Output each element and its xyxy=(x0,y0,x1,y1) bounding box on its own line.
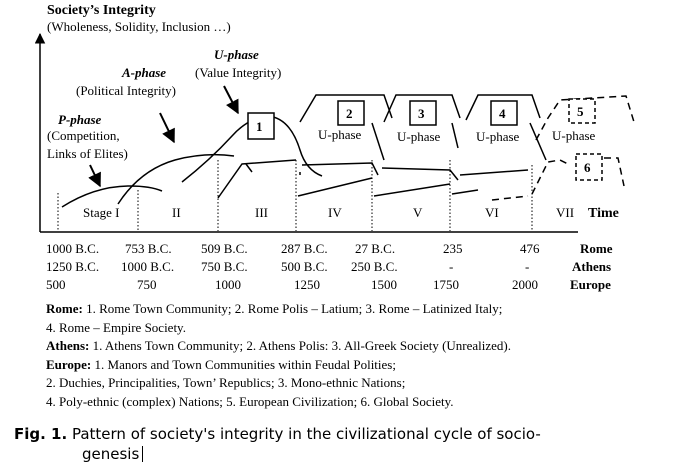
caption-label: Fig. 1. xyxy=(14,425,68,443)
stage-separators xyxy=(57,160,533,231)
svg-text:27 B.C.: 27 B.C. xyxy=(355,241,395,256)
svg-text:1250 B.C.: 1250 B.C. xyxy=(46,259,99,274)
legend-rome-line-1: Rome: 1. Rome Town Community; 2. Rome Po… xyxy=(46,300,666,319)
svg-text:Europe: Europe xyxy=(570,277,611,292)
y-axis-title: Society’s Integrity xyxy=(47,3,156,18)
svg-text:1250: 1250 xyxy=(294,277,320,292)
stage-label-4: IV xyxy=(328,205,342,220)
stage-label-7: VII xyxy=(556,205,574,220)
u-phase-label-5: U-phase xyxy=(552,128,596,143)
svg-text:Athens: Athens xyxy=(572,259,611,274)
p-phase-name: P-phase xyxy=(58,112,102,127)
p-phase-desc-1: (Competition, xyxy=(47,128,120,143)
svg-text:4: 4 xyxy=(499,106,506,121)
legend-rome-line-2: 4. Rome – Empire Society. xyxy=(46,319,186,335)
stage-label-2: II xyxy=(172,205,181,220)
legend: Rome: 1. Rome Town Community; 2. Rome Po… xyxy=(46,300,666,412)
caption-line-2: genesis xyxy=(14,444,664,464)
legend-athens-text: 1. Athens Town Community; 2. Athens Poli… xyxy=(89,338,512,354)
row-athens: 1250 B.C. 1000 B.C. 750 B.C. 500 B.C. 25… xyxy=(46,259,611,274)
u-phase-label-3: U-phase xyxy=(397,129,441,144)
a-phase-arrow xyxy=(159,112,175,144)
svg-text:6: 6 xyxy=(584,160,591,175)
svg-text:750 B.C.: 750 B.C. xyxy=(201,259,248,274)
u-phase-arrow xyxy=(223,85,239,115)
box-6: 6 xyxy=(575,153,603,181)
svg-text:1000 B.C.: 1000 B.C. xyxy=(46,241,99,256)
svg-text:1: 1 xyxy=(256,119,263,134)
legend-rome-key: Rome: xyxy=(46,301,83,316)
svg-text:250 B.C.: 250 B.C. xyxy=(351,259,398,274)
stage-label-6: VI xyxy=(485,205,499,220)
svg-text:2: 2 xyxy=(346,106,353,121)
svg-text:1000 B.C.: 1000 B.C. xyxy=(121,259,174,274)
time-label: Time xyxy=(588,206,619,221)
svg-text:2000: 2000 xyxy=(512,277,538,292)
svg-text:3: 3 xyxy=(418,106,425,121)
legend-europe-text-1: 1. Manors and Town Communities within Fe… xyxy=(91,356,396,372)
legend-europe-line-2: 2. Duchies, Principalities, Town’ Republ… xyxy=(46,375,406,391)
row-rome: 1000 B.C. 753 B.C. 509 B.C. 287 B.C. 27 … xyxy=(46,241,613,256)
caption-text-2: genesis xyxy=(82,445,140,463)
caption-line-1: Fig. 1. Pattern of society's integrity i… xyxy=(14,424,664,444)
p-phase-desc-2: Links of Elites) xyxy=(47,146,128,161)
legend-europe-key: Europe: xyxy=(46,356,92,372)
box-1: 1 xyxy=(247,112,275,140)
stage-label-5: V xyxy=(413,205,423,220)
svg-text:1500: 1500 xyxy=(371,277,397,292)
row-europe: 500 750 1000 1250 1500 1750 2000 Europe xyxy=(46,277,611,292)
caption-text-1: Pattern of society's integrity in the ci… xyxy=(67,425,541,443)
timeline-table: 1000 B.C. 753 B.C. 509 B.C. 287 B.C. 27 … xyxy=(46,241,613,292)
figure-caption: Fig. 1. Pattern of society's integrity i… xyxy=(14,424,664,464)
legend-europe-line-3: 4. Poly-ethnic (complex) Nations; 5. Eur… xyxy=(46,393,454,409)
svg-text:287 B.C.: 287 B.C. xyxy=(281,241,328,256)
projected-curves xyxy=(491,95,635,201)
stage-label-1: Stage I xyxy=(83,205,119,220)
integrity-curves xyxy=(61,94,547,208)
svg-text:1000: 1000 xyxy=(215,277,241,292)
y-axis-subtitle: (Wholeness, Solidity, Inclusion …) xyxy=(47,19,231,34)
box-4: 4 xyxy=(490,100,518,126)
text-cursor xyxy=(142,446,144,462)
legend-rome-text-1: 1. Rome Town Community; 2. Rome Polis – … xyxy=(82,301,503,316)
legend-athens-line: Athens: 1. Athens Town Community; 2. Ath… xyxy=(46,337,666,356)
svg-text:-: - xyxy=(525,259,529,274)
legend-europe-line-1: Europe: 1. Manors and Town Communities w… xyxy=(46,356,666,375)
svg-text:-: - xyxy=(449,259,453,274)
svg-text:1750: 1750 xyxy=(433,277,459,292)
svg-text:235: 235 xyxy=(443,241,463,256)
u-phase-label-4: U-phase xyxy=(476,129,520,144)
svg-text:5: 5 xyxy=(577,104,584,119)
svg-text:509 B.C.: 509 B.C. xyxy=(201,241,248,256)
svg-text:476: 476 xyxy=(520,241,540,256)
u-phase-name: U-phase xyxy=(214,47,259,62)
svg-text:500 B.C.: 500 B.C. xyxy=(281,259,328,274)
box-5: 5 xyxy=(568,98,596,124)
box-2: 2 xyxy=(337,100,365,126)
legend-athens-key: Athens: xyxy=(46,338,90,354)
a-phase-desc: (Political Integrity) xyxy=(76,83,176,98)
svg-text:500: 500 xyxy=(46,277,66,292)
box-3: 3 xyxy=(409,100,437,126)
svg-text:Rome: Rome xyxy=(580,241,613,256)
svg-text:750: 750 xyxy=(137,277,157,292)
u-phase-desc: (Value Integrity) xyxy=(195,65,281,80)
a-phase-name: A-phase xyxy=(121,65,166,80)
stage-label-3: III xyxy=(255,205,268,220)
svg-text:753 B.C.: 753 B.C. xyxy=(125,241,172,256)
p-phase-arrow xyxy=(88,164,101,188)
u-phase-label-2: U-phase xyxy=(318,127,362,142)
